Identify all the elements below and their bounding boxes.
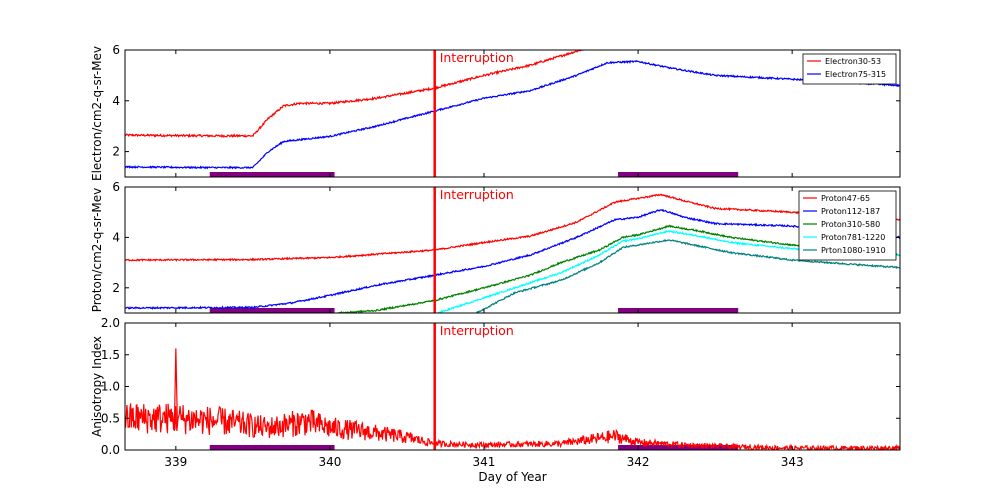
panel-frame xyxy=(124,49,901,178)
legend-entry: Proton310-580 xyxy=(821,220,880,229)
series-group xyxy=(125,193,900,313)
panel-1: Interruption 2 4 6 Electron/cm2-q-sr-Mev Elec… xyxy=(90,43,901,181)
y-axis-label: Electron/cm2-q-sr-Mev xyxy=(90,46,104,181)
series-prton1080-1910-line xyxy=(476,238,900,313)
legend-entry: Prton1080-1910 xyxy=(821,246,886,255)
legend-box xyxy=(802,53,897,85)
highlight-bar-2 xyxy=(618,308,739,313)
anisotropy-spike xyxy=(173,348,178,431)
y-tick-label: 4 xyxy=(112,94,120,108)
y-tick-label: 2 xyxy=(112,281,120,295)
highlight-bar-2 xyxy=(618,445,739,450)
series-electron75-315-line xyxy=(125,59,900,170)
series-anisotropy-line xyxy=(125,403,900,450)
panel-2: Interruption 2 4 6 Proton/cm2-q-sr-Mev Proton… xyxy=(90,180,901,314)
x-tick-label: 343 xyxy=(781,455,804,469)
x-tick-label: 341 xyxy=(473,455,496,469)
plot-area xyxy=(125,50,900,177)
interruption-label: Interruption xyxy=(440,187,514,202)
legend-entry: Proton781-1220 xyxy=(821,233,885,242)
highlight-bar-2 xyxy=(618,172,739,177)
legend-box xyxy=(798,190,897,261)
legend-entry: Electron75-315 xyxy=(825,70,886,79)
legend-entry: Proton112-187 xyxy=(821,207,880,216)
panel-frame xyxy=(124,186,901,314)
y-tick-label: 4 xyxy=(112,230,120,244)
x-tick-label: 340 xyxy=(318,455,341,469)
y-axis-label: Proton/cm2-q-sr-Mev xyxy=(90,188,104,313)
highlight-bar-1 xyxy=(209,308,335,313)
y-tick-label: 6 xyxy=(112,43,120,57)
series-electron30-53-line xyxy=(125,50,588,138)
y-tick-label: 2.0 xyxy=(101,316,120,330)
series-group xyxy=(125,348,900,450)
y-tick-label: 0.0 xyxy=(101,443,120,457)
y-tick-label: 6 xyxy=(112,180,120,194)
legend: Electron30-53 Electron75-315 xyxy=(802,53,897,85)
highlight-bar-1 xyxy=(209,172,335,177)
x-tick-label: 339 xyxy=(164,455,187,469)
series-group xyxy=(125,50,900,170)
plot-area xyxy=(125,187,900,313)
panel-3: Interruption 0.0 0.5 1.0 1.5 2.0 339 340 341 342 3… xyxy=(90,316,901,469)
interruption-label: Interruption xyxy=(440,50,514,65)
y-axis-label: Anisotropy Index xyxy=(90,336,104,437)
y-tick-label: 1.5 xyxy=(101,348,120,362)
legend-entry: Electron30-53 xyxy=(825,57,881,66)
series-proton112-187-line xyxy=(125,208,900,310)
highlight-bar-1 xyxy=(209,445,335,450)
y-tick-label: 1.0 xyxy=(101,380,120,394)
y-tick-label: 2 xyxy=(112,145,120,159)
interruption-label: Interruption xyxy=(440,323,514,338)
legend: Proton47-65 Proton112-187 Proton310-580 Pro… xyxy=(798,190,897,261)
legend-entry: Proton47-65 xyxy=(821,194,870,203)
x-tick-label: 342 xyxy=(627,455,650,469)
series-proton47-65-line xyxy=(125,193,900,262)
y-tick-label: 0.5 xyxy=(101,411,120,425)
x-axis-label: Day of Year xyxy=(478,470,546,484)
